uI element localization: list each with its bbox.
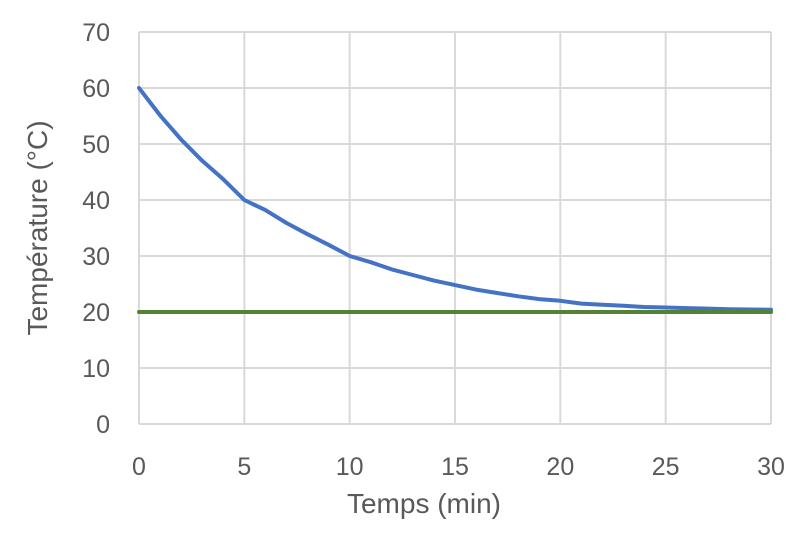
x-tick-label: 20 <box>546 453 574 481</box>
x-tick-label: 15 <box>441 453 469 481</box>
x-ticks: 0 5 10 15 20 25 30 <box>132 453 785 481</box>
y-tick-label: 20 <box>82 299 110 327</box>
series-group <box>137 86 773 314</box>
y-tick-label: 70 <box>82 19 110 47</box>
y-ticks: 0 10 20 30 40 50 60 70 <box>82 19 110 439</box>
y-tick-label: 50 <box>82 131 110 159</box>
x-tick-label: 0 <box>132 453 146 481</box>
series-line-1 <box>137 86 773 312</box>
x-tick-label: 5 <box>237 453 251 481</box>
y-tick-label: 60 <box>82 75 110 103</box>
x-tick-label: 10 <box>336 453 364 481</box>
x-axis-label: Temps (min) <box>347 488 501 519</box>
y-tick-label: 10 <box>82 355 110 383</box>
x-tick-label: 30 <box>757 453 785 481</box>
y-tick-label: 40 <box>82 187 110 215</box>
grid <box>138 31 772 425</box>
y-tick-label: 30 <box>82 243 110 271</box>
y-axis-label: Température (°C) <box>22 120 53 335</box>
x-tick-label: 25 <box>652 453 680 481</box>
y-tick-label: 0 <box>96 411 110 439</box>
